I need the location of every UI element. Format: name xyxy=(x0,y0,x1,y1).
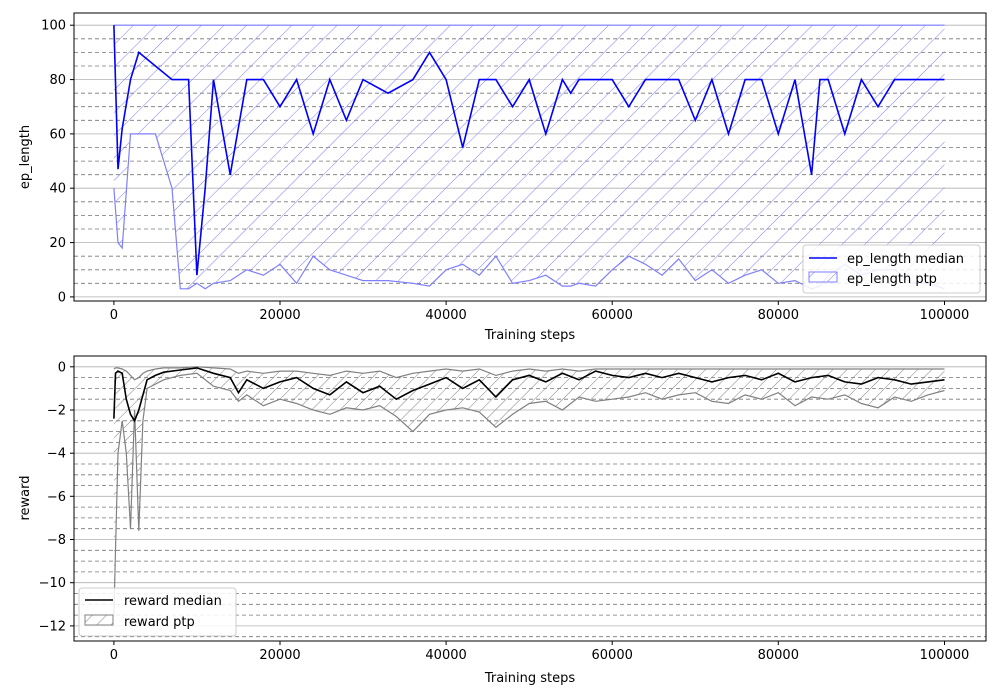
x-tick-label: 0 xyxy=(110,308,118,323)
x-tick-label: 100000 xyxy=(920,648,970,663)
x-tick-label: 20000 xyxy=(259,308,300,323)
ptp-band xyxy=(113,366,945,616)
ptp-band xyxy=(113,25,945,289)
band-layer xyxy=(113,24,945,290)
y-tick-label: −4 xyxy=(47,447,66,462)
x-axis-label: Training steps xyxy=(484,328,576,343)
y-tick-label: 0 xyxy=(58,360,66,375)
y-tick-label: −6 xyxy=(47,490,66,505)
x-ticks: 0 20000 40000 60000 80000 100000 xyxy=(110,301,970,323)
ptp-band-lower-edge xyxy=(113,372,945,616)
median-line xyxy=(113,367,945,423)
x-ticks: 0 20000 40000 60000 80000 100000 xyxy=(110,641,970,663)
median-line xyxy=(113,25,945,276)
x-tick-label: 80000 xyxy=(758,648,799,663)
legend: ep_length median ep_length ptp xyxy=(802,244,981,294)
x-tick-label: 100000 xyxy=(920,308,970,323)
legend-frame xyxy=(78,587,237,637)
line-layer xyxy=(113,25,945,276)
x-tick-label: 60000 xyxy=(592,648,633,663)
x-tick-label: 40000 xyxy=(425,648,466,663)
y-tick-label: −10 xyxy=(39,576,66,591)
legend: reward median reward ptp xyxy=(78,587,237,637)
y-tick-label: 100 xyxy=(41,19,66,34)
legend-item-ptp: ep_length ptp xyxy=(847,272,937,287)
line-layer xyxy=(113,367,945,423)
legend-swatch-band xyxy=(808,271,838,283)
band-layer xyxy=(113,366,945,616)
y-ticks: 0 −2 −4 −6 −8 −10 −12 xyxy=(39,360,74,634)
x-tick-label: 20000 xyxy=(259,648,300,663)
y-tick-label: 0 xyxy=(58,290,66,305)
y-tick-label: 80 xyxy=(49,73,66,88)
y-axis-label: reward xyxy=(18,475,33,520)
y-tick-label: 40 xyxy=(49,182,66,197)
legend-swatch-band xyxy=(84,614,114,626)
legend-item-median: ep_length median xyxy=(847,252,964,267)
y-axis-label: ep_length xyxy=(18,125,33,189)
legend-item-median: reward median xyxy=(124,594,222,609)
x-tick-label: 0 xyxy=(110,648,118,663)
y-tick-label: −2 xyxy=(47,404,66,419)
x-tick-label: 60000 xyxy=(592,308,633,323)
panel-reward: 0 20000 40000 60000 80000 100000 0 −2 −4 −6 −8 −10… xyxy=(18,355,987,686)
plot-frame xyxy=(73,355,987,642)
plot-frame xyxy=(73,12,987,302)
y-ticks: 0 20 40 60 80 100 xyxy=(41,19,74,305)
ptp-band-upper-edge xyxy=(113,366,945,381)
legend-frame xyxy=(802,244,981,294)
x-tick-label: 80000 xyxy=(758,308,799,323)
y-tick-label: −8 xyxy=(47,533,66,548)
panel-ep-length: 0 20000 40000 60000 80000 100000 0 20 40 60 80 100… xyxy=(18,12,987,343)
x-axis-label: Training steps xyxy=(484,671,576,686)
y-tick-label: 60 xyxy=(49,127,66,142)
y-tick-label: 20 xyxy=(49,236,66,251)
y-tick-label: −12 xyxy=(39,619,66,634)
legend-item-ptp: reward ptp xyxy=(124,615,195,630)
x-tick-label: 40000 xyxy=(425,308,466,323)
